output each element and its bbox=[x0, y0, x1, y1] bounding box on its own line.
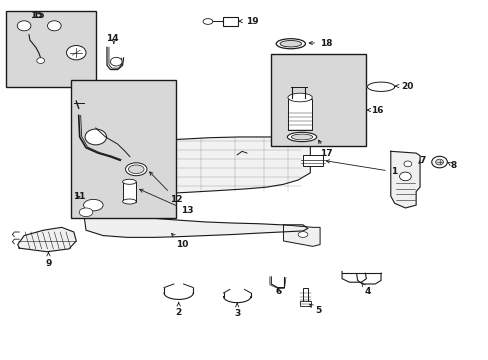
Ellipse shape bbox=[431, 156, 447, 168]
Text: 3: 3 bbox=[234, 303, 240, 318]
Text: 1: 1 bbox=[325, 160, 396, 176]
Text: 2: 2 bbox=[175, 302, 182, 317]
Ellipse shape bbox=[47, 21, 61, 31]
Ellipse shape bbox=[66, 45, 86, 60]
Ellipse shape bbox=[85, 129, 106, 145]
Ellipse shape bbox=[287, 132, 316, 141]
Text: 10: 10 bbox=[171, 234, 188, 249]
Ellipse shape bbox=[125, 163, 147, 176]
Text: 5: 5 bbox=[309, 304, 321, 315]
Text: 7: 7 bbox=[418, 156, 425, 165]
Ellipse shape bbox=[280, 41, 301, 47]
Ellipse shape bbox=[298, 231, 307, 237]
Bar bbox=[303, 155, 322, 166]
Text: 6: 6 bbox=[275, 287, 281, 296]
Ellipse shape bbox=[79, 208, 93, 217]
Text: 20: 20 bbox=[395, 82, 413, 91]
Ellipse shape bbox=[276, 39, 305, 49]
Ellipse shape bbox=[128, 165, 144, 174]
Text: 19: 19 bbox=[239, 17, 258, 26]
Text: 4: 4 bbox=[361, 282, 370, 296]
Ellipse shape bbox=[291, 134, 312, 140]
Ellipse shape bbox=[287, 93, 312, 102]
Ellipse shape bbox=[122, 179, 136, 184]
Text: 15: 15 bbox=[29, 11, 42, 20]
Polygon shape bbox=[366, 82, 394, 91]
Bar bbox=[122, 182, 136, 202]
Bar bbox=[222, 17, 238, 26]
Ellipse shape bbox=[203, 19, 212, 24]
Polygon shape bbox=[91, 135, 310, 196]
Bar bbox=[288, 99, 311, 130]
Ellipse shape bbox=[403, 161, 411, 167]
Ellipse shape bbox=[399, 172, 410, 181]
Bar bbox=[303, 288, 307, 304]
Text: 14: 14 bbox=[105, 34, 118, 43]
Bar bbox=[271, 54, 366, 146]
Ellipse shape bbox=[37, 58, 44, 63]
Text: 15: 15 bbox=[32, 10, 45, 19]
Text: 11: 11 bbox=[73, 192, 86, 201]
Text: 13: 13 bbox=[140, 189, 193, 215]
Text: 8: 8 bbox=[447, 161, 456, 170]
Ellipse shape bbox=[110, 57, 122, 66]
Text: 17: 17 bbox=[318, 140, 332, 158]
Bar bbox=[5, 12, 96, 87]
Polygon shape bbox=[18, 227, 76, 252]
Text: 9: 9 bbox=[45, 253, 52, 268]
Bar bbox=[71, 80, 176, 218]
Polygon shape bbox=[390, 151, 419, 208]
Polygon shape bbox=[283, 225, 320, 246]
Text: 16: 16 bbox=[366, 105, 383, 114]
Polygon shape bbox=[83, 212, 307, 237]
Ellipse shape bbox=[17, 21, 31, 31]
Ellipse shape bbox=[435, 159, 443, 165]
Text: 12: 12 bbox=[149, 172, 183, 204]
Text: 18: 18 bbox=[308, 39, 332, 48]
Bar bbox=[300, 301, 310, 306]
Ellipse shape bbox=[122, 199, 136, 204]
Ellipse shape bbox=[83, 199, 103, 211]
